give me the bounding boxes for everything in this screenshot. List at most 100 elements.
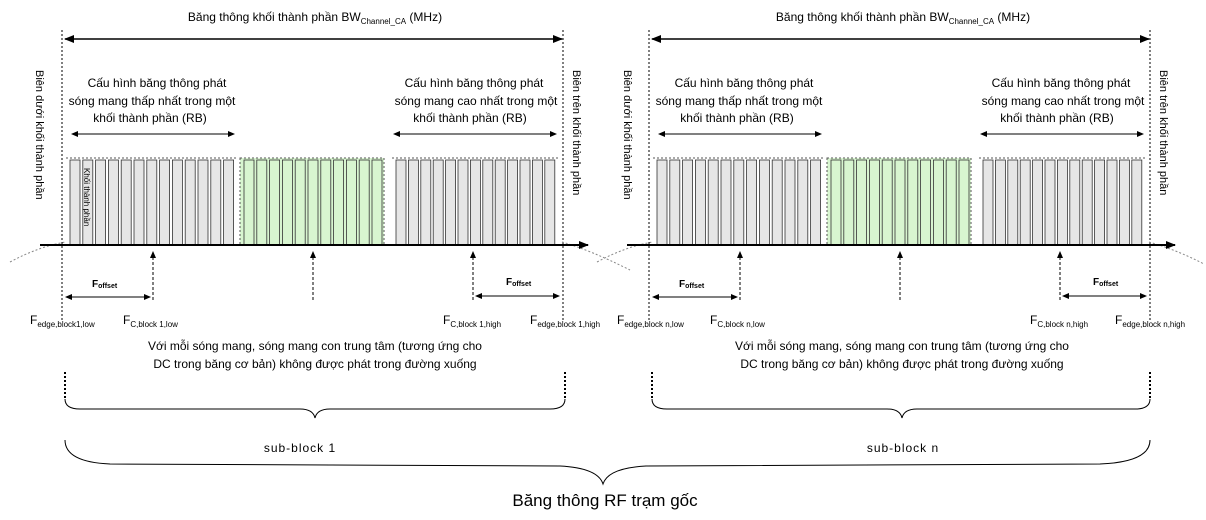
high-n-rb-8 [1069,159,1081,246]
high-n-rb-9 [1081,159,1093,246]
high-n-rb-13 [1131,159,1143,246]
component-block-n: Băng thông khối thành phần BWChannel_CA … [596,10,1205,455]
component-block-1: Băng thông khối thành phần BWChannel_CA … [9,10,631,455]
center-n-rb-6 [894,159,906,246]
low-rb-8 [159,159,171,246]
low-n-rb-12 [797,159,809,246]
high-n-rb-2 [995,159,1006,246]
center-n-rb-7 [907,159,919,246]
low-rb-9 [171,159,183,246]
low-rb-7 [146,159,158,246]
center-rb-6 [307,159,319,246]
low-n-rb-4 [695,159,706,246]
high-n-rb-10 [1094,159,1105,246]
rb-group-center-n [830,159,970,246]
high-rb-3 [420,159,432,246]
highest-config-line2: sóng mang cao nhất trong một [395,94,558,108]
low-rb-1 [69,159,81,246]
f-c-block1-low: FC,block 1,low [123,313,178,329]
low-n-rb-13 [810,159,821,246]
dc-note-line2-blockn: DC trong băng cơ bản) không được phát tr… [740,357,1063,371]
lowest-config-line1: Cấu hình băng thông phát [88,76,227,90]
center-n-rb-10 [945,159,957,246]
rb-label: Khối thành phần [82,168,91,226]
foffset-right-label: Foffset [506,277,532,288]
rb-group-high [392,157,560,246]
low-n-rb-9 [759,159,770,246]
dc-note-line1-block1: Với mỗi sóng mang, sóng mang con trung t… [148,338,482,353]
center-rb-5 [294,159,306,246]
upper-edge-label-n: Biên trên khối thành phần [1157,70,1169,195]
subblock1-label: sub-block 1 [264,441,336,455]
center-rb-7 [320,159,332,246]
low-rb-3 [95,159,106,246]
low-rb-4 [108,159,119,246]
center-n-rb-1 [830,159,842,246]
dc-note-line1-blockn: Với mỗi sóng mang, sóng mang con trung t… [735,338,1069,353]
lower-edge-label: Biên dưới khối thành phần [33,70,45,200]
lowest-config-line2-n: sóng mang thấp nhất trong một [656,94,823,108]
f-edge-block1-low: Fedge,block1,low [30,313,95,329]
subblockn-label: sub-block n [867,441,939,455]
center-n-rb-11 [958,159,970,246]
high-rb-5 [445,159,457,246]
foffset-left-label-n: Foffset [679,279,705,290]
center-n-rb-5 [881,159,893,246]
dc-note-line2-block1: DC trong băng cơ bản) không được phát tr… [153,357,476,371]
center-rb-4 [281,159,293,246]
center-n-rb-4 [869,159,880,246]
rb-group-center [243,159,383,246]
f-edge-blockn-high: Fedge,block n,high [1115,313,1185,329]
low-rb-10 [184,159,196,246]
low-n-rb-8 [746,159,757,246]
center-n-rb-2 [843,159,855,246]
rf-bandwidth-brace [64,439,1151,486]
center-rb-11 [371,159,383,246]
center-n-rb-8 [920,159,931,246]
high-n-rb-11 [1106,159,1118,246]
low-rb-6 [133,159,145,246]
high-n-rb-1 [982,159,994,246]
high-rb-13 [544,159,556,246]
center-rb-8 [333,159,345,246]
low-rb-12 [210,159,222,246]
upper-rolloff-curve-n [1148,241,1205,265]
high-n-rb-12 [1119,159,1130,246]
upper-rolloff-curve [561,241,631,271]
f-edge-block1-high: Fedge,block 1,high [530,313,600,329]
high-n-rb-3 [1007,159,1019,246]
high-rb-8 [482,159,494,246]
highest-config-line2-n: sóng mang cao nhất trong một [982,94,1145,108]
center-rb-10 [358,159,370,246]
high-rb-12 [532,159,543,246]
low-n-rb-6 [720,159,732,246]
subblockn-brace [651,398,1151,419]
high-rb-10 [507,159,519,246]
low-n-rb-11 [784,159,796,246]
high-rb-9 [494,159,506,246]
rb-group-high-n [979,157,1147,246]
f-c-block1-high: FC,block 1,high [443,313,501,329]
f-c-blockn-high: FC,block n,high [1030,313,1088,329]
lower-rolloff-curve [9,241,67,263]
high-rb-7 [469,159,481,246]
high-n-rb-6 [1044,159,1056,246]
high-n-rb-7 [1057,159,1068,246]
high-rb-1 [395,159,407,246]
highest-config-line3-n: khối thành phần (RB) [1000,111,1113,125]
f-c-blockn-low: FC,block n,low [710,313,765,329]
high-n-rb-5 [1032,159,1043,246]
low-n-rb-1 [656,159,668,246]
lowest-config-line2: sóng mang thấp nhất trong một [69,94,236,108]
highest-config-line1-n: Cấu hình băng thông phát [992,76,1131,90]
rf-bandwidth-label: Băng thông RF trạm gốc [512,491,698,510]
center-n-rb-9 [933,159,944,246]
block-bandwidth-title: Băng thông khối thành phần BWChannel_CA … [188,10,442,26]
f-edge-blockn-low: Fedge,block n,low [617,313,684,329]
foffset-left-label: Foffset [92,279,118,290]
high-rb-6 [457,159,469,246]
low-n-rb-7 [733,159,745,246]
highest-config-line1: Cấu hình băng thông phát [405,76,544,90]
high-rb-4 [432,159,444,246]
